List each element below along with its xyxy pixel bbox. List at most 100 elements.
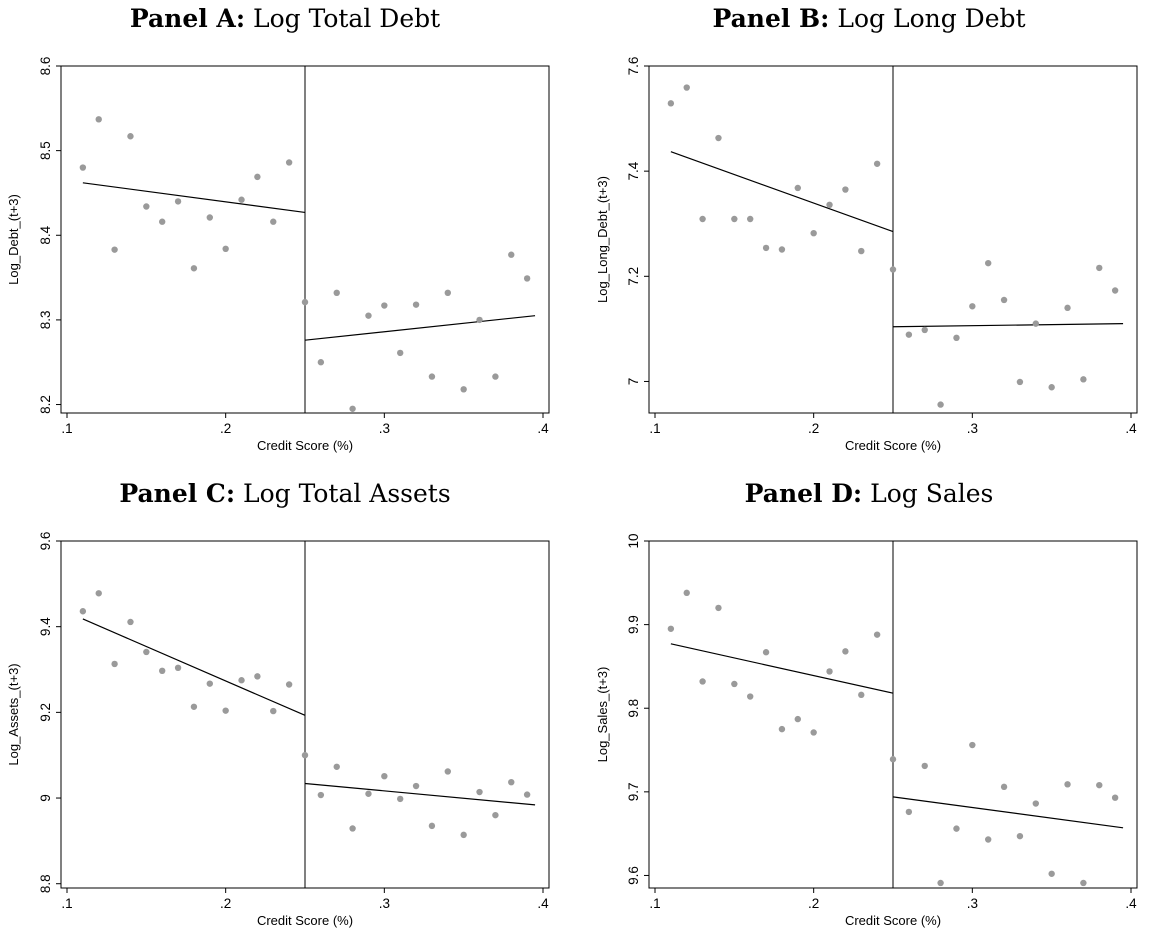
panel-d-data-point [953, 825, 960, 832]
panel-b-data-point [826, 201, 833, 208]
panel-a-data-point [492, 373, 499, 380]
panel-b-fit-line-left [670, 151, 894, 233]
panel-c-fit-line-left [82, 618, 306, 716]
panel-d-data-point [1000, 783, 1008, 791]
panel-d-title: Panel D: Log Sales [745, 479, 994, 508]
panel-a-label: Panel A: [130, 4, 245, 33]
panel-c-data-point [428, 822, 436, 830]
panel-c-xtick-label: .3 [379, 896, 390, 911]
panel-b: Panel B: Log Long Debt .1 .2 .3 .4 7 7.2 7.4 7.… [595, 4, 1138, 453]
panel-b-data-point [953, 334, 960, 342]
panel-b-data-point [1111, 287, 1119, 294]
panel-d-ytick-label: 9.8 [626, 699, 641, 718]
panel-c-x-axis-label: Credit Score (%) [257, 913, 353, 928]
panel-a-data-point [523, 275, 531, 282]
panel-c-data-point [508, 778, 515, 786]
panel-d-xtick-label: .1 [649, 896, 660, 911]
panel-c-data-point [111, 660, 118, 668]
panel-c-plot: .1 .2 .3 .4 8.8 9 9.2 9.4 9.6 Credit Score (%) Log… [6, 532, 550, 928]
panel-d-ytick-label: 9.7 [626, 782, 641, 801]
panel-c-data-point [143, 648, 150, 656]
panel-c-data-point [476, 788, 483, 796]
panel-b-data-point [778, 246, 786, 253]
panel-b-data-point [747, 215, 754, 223]
panel-c-ytick-label: 9.4 [38, 617, 53, 636]
panel-d-data-point [1016, 832, 1024, 840]
panel-b-data-point [1000, 296, 1008, 304]
panel-b-data-point [1016, 378, 1024, 386]
panel-a-data-point [79, 164, 87, 171]
panel-a-fit-line-left [82, 182, 306, 214]
panel-a-data-point [222, 245, 229, 253]
panel-d-data-point [969, 741, 976, 749]
panel-a-ytick-label: 8.2 [38, 395, 53, 414]
panel-a-data-point [285, 159, 293, 166]
panel-b-data-point [858, 247, 865, 255]
panel-b-xtick-label: .3 [967, 421, 978, 436]
panel-b-x-axis-label: Credit Score (%) [845, 438, 941, 453]
panel-a-y-axis-label: Log_Debt_(t+3) [6, 194, 21, 285]
panel-d-data-point [810, 729, 817, 736]
panel-a-data-point [127, 133, 134, 140]
panel-d-x-axis-label: Credit Score (%) [845, 913, 941, 928]
panel-c: Panel C: Log Total Assets .1 .2 .3 .4 8.8 9 9.… [6, 479, 550, 928]
panel-b-data-point [731, 215, 738, 223]
panel-d-data-point [905, 808, 913, 816]
panel-b-data-point [921, 326, 928, 334]
panel-a-data-point [143, 203, 150, 210]
panel-b-ytick-label: 7.4 [626, 161, 641, 180]
panel-a-data-point [508, 251, 515, 258]
panel-b-data-point [667, 100, 675, 107]
panel-d-data-point [873, 631, 881, 638]
panel-b-ytick-label: 7 [626, 378, 641, 386]
panel-c-data-point [381, 772, 388, 780]
panel-d-data-point [715, 604, 722, 612]
panel-d-ytick-label: 9.6 [626, 866, 641, 885]
panel-d-data-point [985, 836, 992, 843]
panel-d-data-point [667, 625, 675, 632]
panel-a-data-point [444, 289, 451, 297]
panel-b-label: Panel B: [712, 4, 829, 33]
panel-b-data-point [1048, 384, 1055, 391]
panel-c-data-point [238, 677, 245, 684]
panel-c-data-point [317, 791, 325, 799]
panel-c-data-point [174, 664, 182, 672]
panel-c-data-point [460, 831, 467, 839]
panel-a-data-point [460, 386, 467, 393]
panel-a-x-axis-label: Credit Score (%) [257, 438, 353, 453]
panel-b-y-axis-label: Log_Long_Debt_(t+3) [595, 176, 610, 303]
panel-c-ytick-label: 9.6 [38, 532, 53, 551]
panel-c-data-point [159, 667, 166, 675]
panel-b-xtick-label: .1 [649, 421, 660, 436]
panel-b-data-point [810, 229, 817, 237]
panel-c-data-point [254, 673, 261, 680]
panel-b-data-point [873, 160, 881, 167]
panel-c-data-point [349, 825, 356, 832]
panel-a-data-point [397, 349, 404, 357]
panel-a-data-point [206, 214, 213, 221]
panel-d-plot: .1 .2 .3 .4 9.6 9.7 9.8 9.9 10 Credit Score (%) Lo… [595, 533, 1138, 928]
panel-d-data-point [699, 678, 706, 685]
panel-b-fit-line-right [892, 323, 1124, 328]
panel-a-xtick-label: .4 [537, 421, 549, 436]
panel-d-data-point [937, 879, 944, 887]
panel-d-data-point [826, 668, 833, 675]
panel-d-xtick-label: .3 [967, 896, 978, 911]
panel-a-data-point [159, 218, 166, 225]
panel-b-ytick-label: 7.2 [626, 267, 641, 286]
panel-b-ytick-label: 7.6 [626, 57, 641, 76]
panel-a-data-point [95, 116, 102, 123]
panel-a-data-point [301, 298, 309, 306]
panel-a-data-point [238, 196, 245, 203]
panel-b-data-point [1064, 304, 1071, 312]
panel-d-data-point [683, 589, 690, 597]
panel-c-ytick-label: 9 [38, 794, 53, 802]
panel-a-title: Panel A: Log Total Debt [130, 4, 440, 33]
panel-d-data-point [731, 680, 738, 688]
panel-d-y-axis-label: Log_Sales_(t+3) [595, 667, 610, 763]
panel-a-xtick-label: .2 [220, 421, 231, 436]
panel-a-data-point [190, 265, 198, 272]
panel-b-data-point [683, 84, 690, 91]
panel-a-xtick-label: .3 [379, 421, 390, 436]
